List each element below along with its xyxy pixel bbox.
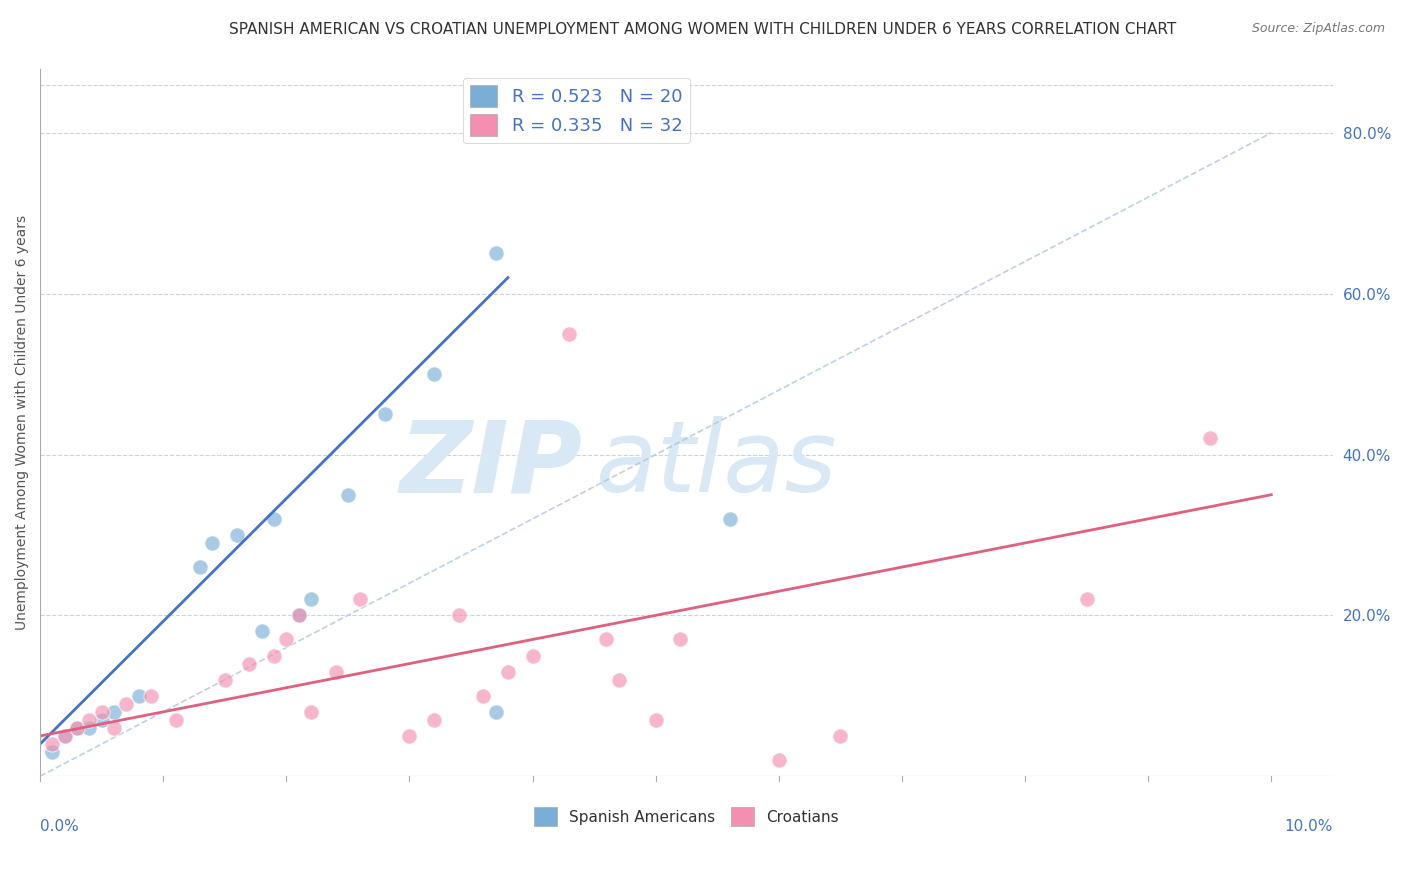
Point: [90, 705, 112, 719]
Point: [644, 713, 666, 727]
Point: [472, 689, 495, 703]
Point: [496, 665, 519, 679]
Point: [325, 665, 347, 679]
Point: [287, 608, 309, 623]
Point: [53, 729, 76, 743]
Point: [423, 367, 446, 381]
Point: [299, 592, 322, 607]
Point: [214, 673, 236, 687]
Point: [558, 326, 581, 341]
Point: [447, 608, 470, 623]
Text: SPANISH AMERICAN VS CROATIAN UNEMPLOYMENT AMONG WOMEN WITH CHILDREN UNDER 6 YEAR: SPANISH AMERICAN VS CROATIAN UNEMPLOYMEN…: [229, 22, 1177, 37]
Point: [263, 648, 285, 663]
Point: [188, 560, 211, 574]
Point: [201, 536, 224, 550]
Point: [79, 721, 101, 735]
Point: [374, 407, 396, 421]
Point: [66, 721, 89, 735]
Point: [226, 528, 249, 542]
Point: [595, 632, 617, 647]
Point: [276, 632, 298, 647]
Point: [1198, 432, 1220, 446]
Text: 0.0%: 0.0%: [41, 819, 79, 834]
Point: [669, 632, 692, 647]
Point: [41, 737, 63, 751]
Point: [718, 512, 741, 526]
Point: [103, 721, 125, 735]
Point: [165, 713, 187, 727]
Point: [349, 592, 371, 607]
Point: [522, 648, 544, 663]
Point: [90, 713, 112, 727]
Point: [103, 705, 125, 719]
Text: ZIP: ZIP: [401, 417, 583, 513]
Point: [485, 246, 508, 260]
Point: [115, 697, 138, 711]
Point: [485, 705, 508, 719]
Point: [128, 689, 150, 703]
Point: [250, 624, 273, 639]
Point: [336, 488, 359, 502]
Point: [830, 729, 852, 743]
Point: [398, 729, 420, 743]
Text: Source: ZipAtlas.com: Source: ZipAtlas.com: [1251, 22, 1385, 36]
Text: atlas: atlas: [596, 417, 838, 513]
Point: [263, 512, 285, 526]
Point: [287, 608, 309, 623]
Point: [423, 713, 446, 727]
Point: [768, 753, 790, 767]
Point: [41, 745, 63, 759]
Point: [66, 721, 89, 735]
Point: [607, 673, 630, 687]
Point: [1076, 592, 1098, 607]
Y-axis label: Unemployment Among Women with Children Under 6 years: Unemployment Among Women with Children U…: [15, 215, 30, 630]
Point: [79, 713, 101, 727]
Text: 10.0%: 10.0%: [1285, 819, 1333, 834]
Legend: Spanish Americans, Croatians: Spanish Americans, Croatians: [529, 801, 845, 832]
Point: [53, 729, 76, 743]
Point: [299, 705, 322, 719]
Point: [139, 689, 162, 703]
Point: [238, 657, 260, 671]
